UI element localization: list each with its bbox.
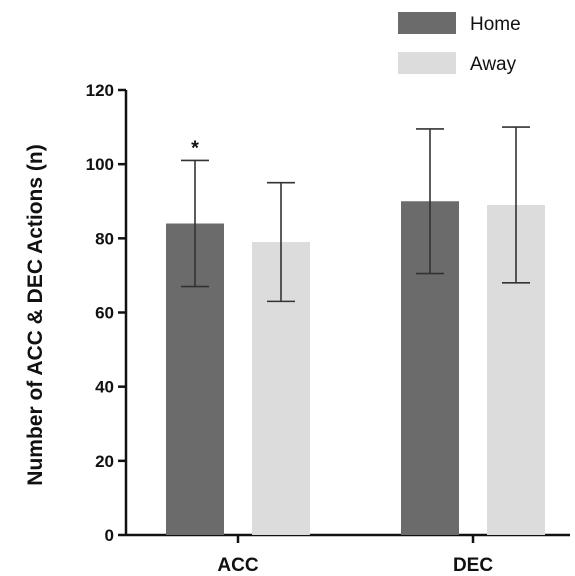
y-tick-label: 60 (95, 304, 114, 323)
legend: Home Away (398, 12, 521, 75)
legend-swatch-away (398, 52, 456, 74)
error-bar-home-dec (416, 128, 444, 275)
error-bar-away-acc (267, 181, 295, 303)
y-tick-label: 80 (95, 229, 114, 248)
y-tick-label: 20 (95, 452, 114, 471)
legend-label-home: Home (470, 14, 521, 35)
x-tick-label: DEC (453, 555, 493, 576)
legend-swatch-home (398, 12, 456, 34)
y-tick-label: 0 (105, 526, 114, 545)
x-tick-label: ACC (217, 555, 258, 576)
legend-label-away: Away (470, 54, 517, 75)
error-bar-away-dec (502, 126, 530, 284)
y-tick-label: 40 (95, 378, 114, 397)
bars: * (166, 126, 545, 536)
error-bar-home-acc (181, 159, 209, 288)
y-tick-label: 100 (86, 155, 114, 174)
significance-marker: * (191, 137, 199, 159)
y-tick-label: 120 (86, 81, 114, 100)
y-axis-label: Number of ACC & DEC Actions (n) (24, 144, 47, 485)
